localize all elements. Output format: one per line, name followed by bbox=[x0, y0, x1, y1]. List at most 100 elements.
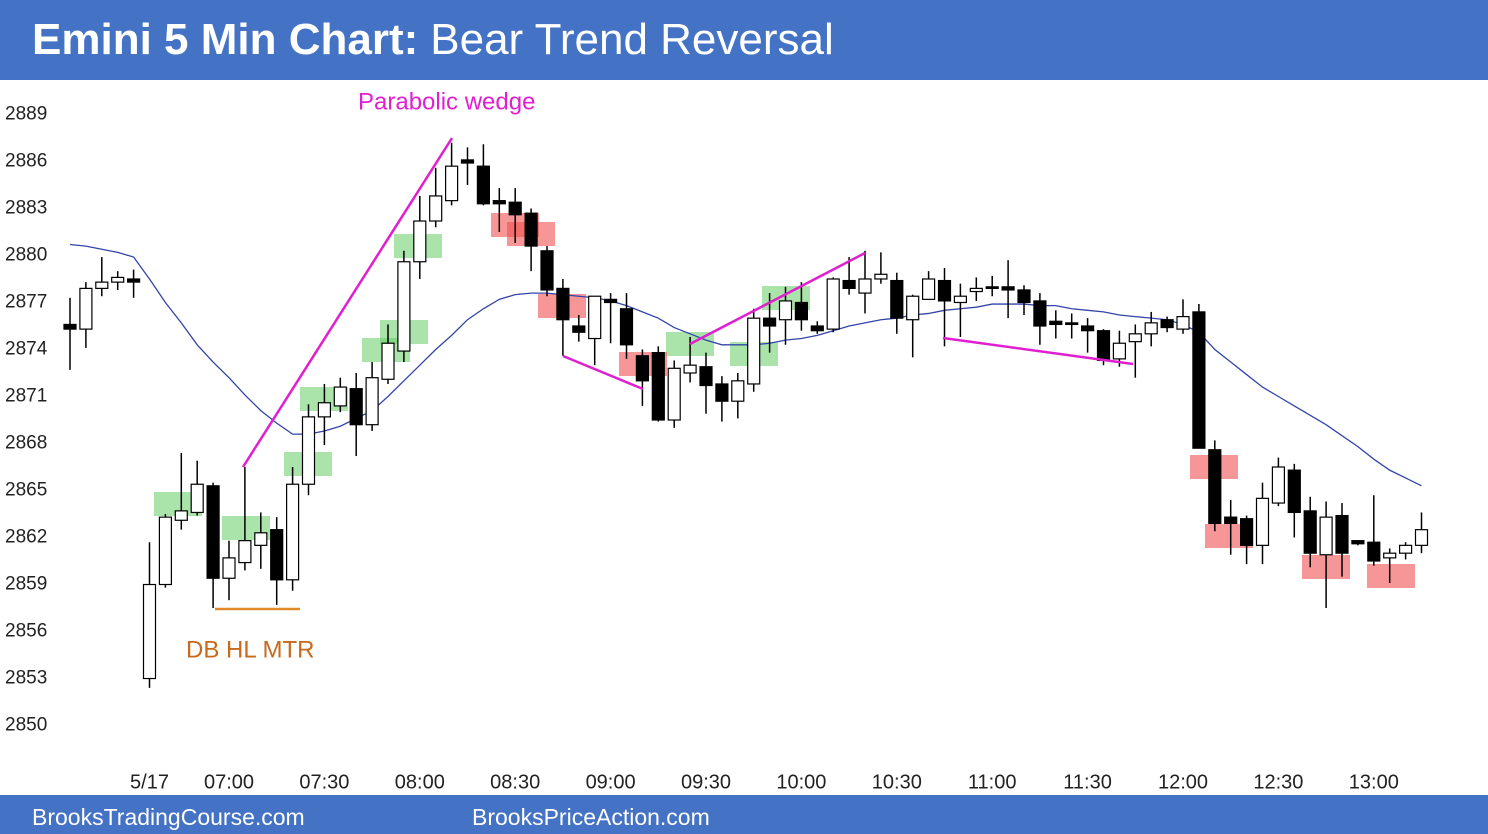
y-tick-label: 2856 bbox=[5, 621, 47, 642]
chart-title: Emini 5 Min Chart: Bear Trend Reversal bbox=[32, 15, 834, 64]
candle-body bbox=[651, 352, 665, 421]
y-tick-label: 2853 bbox=[5, 668, 47, 689]
candle-body bbox=[762, 317, 777, 327]
candle-body bbox=[1033, 300, 1047, 327]
candle-body bbox=[79, 287, 93, 330]
wedge-line bbox=[562, 354, 644, 391]
y-tick-label: 2868 bbox=[5, 433, 47, 454]
y-tick-label: 2877 bbox=[5, 292, 47, 313]
candle-body bbox=[1287, 469, 1301, 514]
wedge-line bbox=[241, 137, 454, 468]
candle-body bbox=[1176, 315, 1190, 330]
candle-body bbox=[603, 298, 618, 304]
footer-bar bbox=[0, 795, 1488, 834]
candle-body bbox=[985, 286, 999, 289]
candle-body bbox=[540, 250, 554, 291]
candle-body bbox=[1367, 541, 1381, 562]
candle-body bbox=[794, 301, 809, 321]
candle-body bbox=[206, 485, 220, 579]
candle-body bbox=[413, 220, 427, 263]
wedge-line bbox=[689, 251, 866, 346]
candle-body bbox=[1335, 514, 1349, 554]
candle-body bbox=[667, 367, 681, 421]
x-tick-label: 12:00 bbox=[1158, 771, 1208, 793]
candle-body bbox=[429, 195, 443, 222]
candle-body bbox=[890, 279, 904, 319]
x-tick-label: 09:00 bbox=[586, 771, 636, 793]
candle-body bbox=[349, 388, 363, 426]
x-tick-label: 10:30 bbox=[872, 771, 922, 793]
candle-body bbox=[969, 287, 983, 293]
candle-body bbox=[1319, 516, 1333, 556]
candle-body bbox=[238, 540, 252, 564]
candle-body bbox=[190, 483, 204, 514]
candle-body bbox=[1208, 449, 1222, 525]
candle-body bbox=[317, 402, 331, 418]
candle-body bbox=[747, 317, 761, 385]
candle-body bbox=[572, 325, 586, 333]
candle-body bbox=[95, 281, 109, 289]
candle-body bbox=[1128, 333, 1142, 343]
candle-body bbox=[254, 532, 268, 546]
y-tick-label: 2862 bbox=[5, 527, 47, 548]
candle-body bbox=[635, 355, 650, 382]
candle-body bbox=[381, 342, 395, 380]
x-tick-label: 12:30 bbox=[1253, 771, 1303, 793]
header-bar bbox=[0, 0, 1488, 80]
candle-body bbox=[63, 323, 77, 330]
candle-body bbox=[365, 377, 379, 426]
annotation: DB HL MTR bbox=[186, 636, 314, 663]
candle-body bbox=[858, 278, 872, 294]
footer-right: BrooksPriceAction.com bbox=[472, 804, 710, 830]
candle-body bbox=[1112, 342, 1127, 360]
candle-body bbox=[445, 165, 459, 202]
candle-body bbox=[1001, 286, 1015, 291]
candle-body bbox=[1065, 322, 1079, 326]
annotation: Parabolic wedge bbox=[358, 88, 535, 115]
candle-body bbox=[953, 295, 968, 304]
candle-body bbox=[874, 273, 888, 280]
candle-body bbox=[778, 300, 793, 321]
title-bold: Emini 5 Min Chart: bbox=[32, 15, 418, 64]
y-tick-label: 2865 bbox=[5, 480, 47, 501]
wedge-line bbox=[942, 336, 1134, 366]
candle-body bbox=[1303, 510, 1317, 554]
candle-body bbox=[1144, 322, 1158, 335]
candle-body bbox=[1224, 516, 1238, 525]
candle-body bbox=[1096, 330, 1111, 362]
candle-body bbox=[556, 287, 570, 321]
y-tick-label: 2889 bbox=[5, 103, 47, 124]
y-tick-label: 2874 bbox=[5, 339, 48, 360]
x-tick-label: 09:30 bbox=[681, 771, 731, 793]
candle-body bbox=[842, 279, 856, 289]
candle-body bbox=[699, 366, 713, 387]
x-tick-label: 07:00 bbox=[204, 771, 254, 793]
x-tick-label: 11:30 bbox=[1063, 771, 1112, 793]
candle-body bbox=[111, 276, 125, 283]
candle-body bbox=[1049, 320, 1063, 326]
candle-body bbox=[937, 279, 952, 302]
candle-body bbox=[476, 165, 490, 205]
candle-body bbox=[810, 325, 824, 332]
y-tick-label: 2886 bbox=[5, 150, 47, 171]
candle-body bbox=[1383, 552, 1397, 559]
candle-body bbox=[1239, 518, 1254, 546]
candle-body bbox=[683, 364, 697, 374]
x-tick-label: 10:00 bbox=[776, 771, 826, 793]
sell-signal bbox=[1367, 564, 1415, 588]
x-tick-label: 5/17 bbox=[130, 771, 169, 793]
candle-body bbox=[731, 380, 745, 402]
candle-body bbox=[142, 583, 157, 680]
trend-lines bbox=[241, 137, 1134, 468]
x-tick-label: 08:30 bbox=[490, 771, 540, 793]
x-tick-label: 11:00 bbox=[968, 771, 1017, 793]
candle-body bbox=[222, 557, 236, 579]
candle-body bbox=[588, 295, 602, 340]
title-rest: Bear Trend Reversal bbox=[430, 15, 834, 64]
candle-body bbox=[301, 416, 316, 485]
y-tick-label: 2871 bbox=[5, 386, 47, 407]
candle-body bbox=[1271, 466, 1286, 504]
candle-body bbox=[826, 278, 840, 330]
x-tick-label: 07:30 bbox=[299, 771, 349, 793]
